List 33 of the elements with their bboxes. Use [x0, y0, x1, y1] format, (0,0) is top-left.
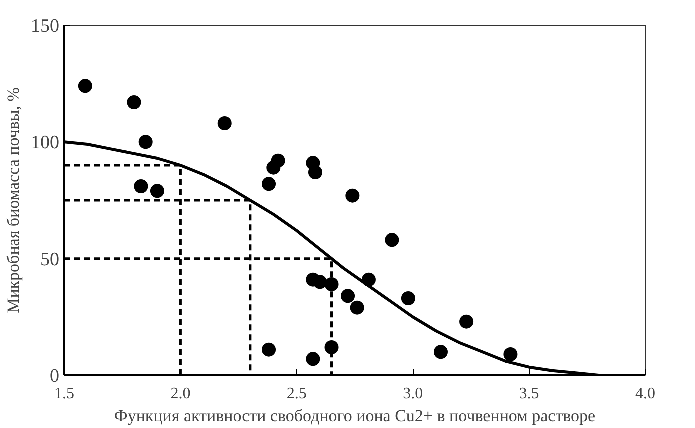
point: [434, 345, 448, 360]
x-tick-label: 3.0: [403, 386, 424, 402]
x-tick-label: 2.0: [170, 386, 191, 402]
x-tick-label: 4.0: [636, 386, 656, 402]
point: [306, 352, 320, 366]
point: [324, 278, 339, 292]
y-tick-label: 150: [31, 16, 60, 37]
point: [271, 154, 286, 168]
point: [134, 180, 148, 194]
point: [127, 96, 142, 110]
x-tick-label: 3.5: [519, 386, 540, 402]
x-tick-label: 2.5: [286, 386, 307, 402]
point: [346, 188, 360, 203]
point: [262, 342, 276, 357]
y-tick-label: 50: [40, 249, 60, 270]
y-tick-label: 0: [50, 366, 60, 387]
point: [308, 166, 322, 180]
point: [401, 292, 416, 306]
point: [138, 135, 153, 150]
x-tick-label: 1.5: [54, 386, 74, 402]
point: [218, 116, 232, 130]
point: [262, 177, 276, 192]
point: [385, 233, 400, 248]
x-axis-title: Функция активности свободного иона Cu2+ в почвенном растворе: [114, 406, 596, 426]
y-axis-title: Микробная биомасса почвы, %: [4, 88, 23, 314]
y-tick-label: 100: [31, 132, 60, 154]
point: [150, 184, 164, 198]
point: [350, 300, 364, 315]
point: [78, 79, 92, 94]
point: [341, 289, 356, 304]
point: [313, 275, 328, 290]
point: [460, 314, 474, 329]
point: [504, 348, 518, 362]
